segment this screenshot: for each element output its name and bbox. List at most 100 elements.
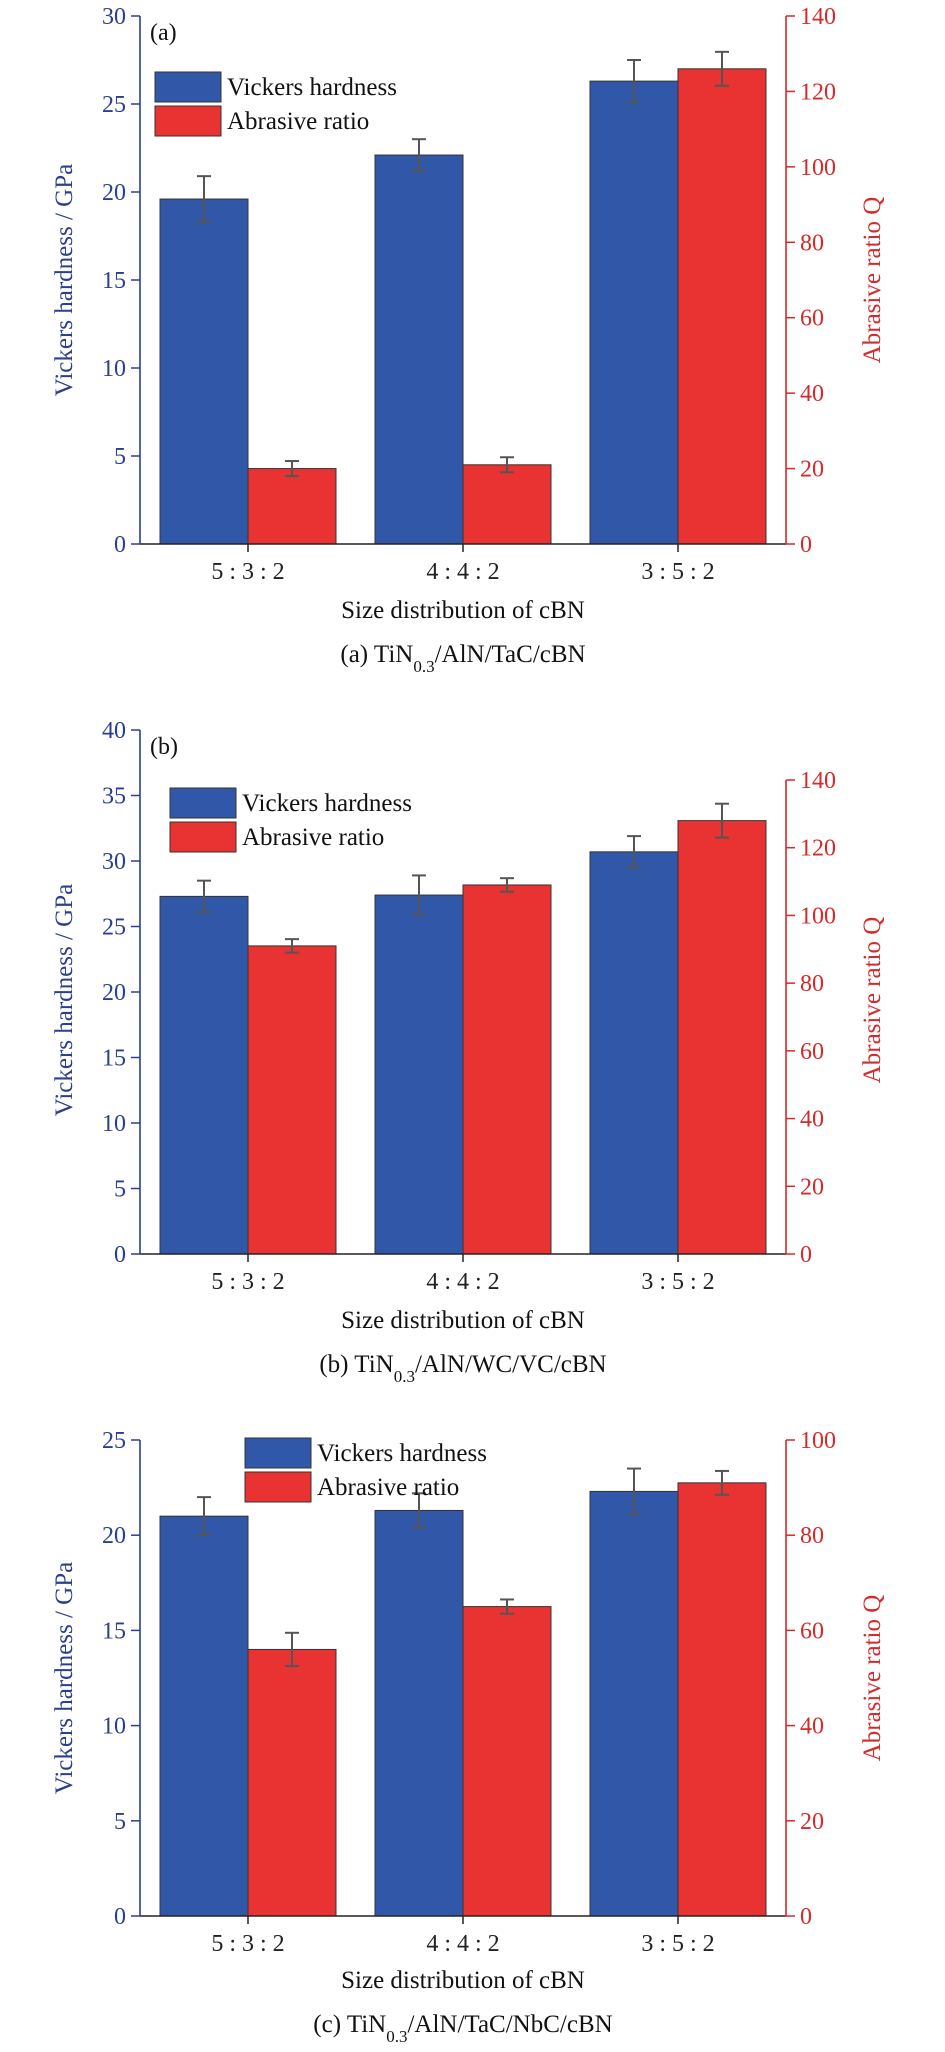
x-tick-label: 5 : 3 : 2 xyxy=(211,559,284,585)
left-tick-label: 20 xyxy=(102,980,126,1006)
abrasive-ratio-bar xyxy=(462,464,552,545)
right-tick-label: 60 xyxy=(800,1618,824,1644)
abrasive-ratio-bar xyxy=(247,1648,337,1917)
right-tick-label: 40 xyxy=(800,1714,824,1740)
left-tick-label: 10 xyxy=(102,1714,126,1740)
right-tick-label: 0 xyxy=(800,1904,812,1930)
chart-b-svg: Vickers hardness / GPa Abrasive ratio Q … xyxy=(51,718,886,1386)
right-tick-label: 140 xyxy=(800,4,836,30)
x-axis-label: Size distribution of cBN xyxy=(341,1967,585,1994)
chart-panel-a: Vickers hardness / GPa Abrasive ratio Q … xyxy=(0,0,945,690)
left-tick-label: 0 xyxy=(114,532,126,558)
left-tick-label: 20 xyxy=(102,180,126,206)
legend-label: Abrasive ratio xyxy=(227,108,369,135)
x-tick-label: 4 : 4 : 2 xyxy=(426,1269,499,1295)
abrasive-ratio-bar xyxy=(247,468,337,545)
left-tick-label: 15 xyxy=(102,1046,126,1072)
legend-swatch-abrasive xyxy=(169,821,237,853)
abrasive-ratio-bar xyxy=(677,68,767,545)
abrasive-ratio-bar xyxy=(247,945,337,1255)
plot-area: 5 : 3 : 2 4 : 4 : 2 3 : 5 : 2 0 5 10 15 20 25 30 3… xyxy=(102,718,836,1295)
left-tick-label: 20 xyxy=(102,1523,126,1549)
hardness-bar xyxy=(589,80,679,545)
left-tick-label: 25 xyxy=(102,915,126,941)
left-tick-label: 30 xyxy=(102,849,126,875)
ylabel-left: Vickers hardness / GPa xyxy=(51,164,78,396)
x-axis-label: Size distribution of cBN xyxy=(341,597,585,624)
abrasive-ratio-bar xyxy=(462,884,552,1255)
abrasive-ratio-bar xyxy=(462,1606,552,1917)
ylabel-right: Abrasive ratio Q xyxy=(859,917,886,1084)
legend-swatch-hardness xyxy=(154,71,222,103)
legend-label: Vickers hardness xyxy=(242,790,412,817)
left-tick-label: 30 xyxy=(102,4,126,30)
legend: Vickers hardness Abrasive ratio xyxy=(154,71,397,137)
ylabel-left: Vickers hardness / GPa xyxy=(51,884,78,1116)
legend-swatch-abrasive xyxy=(154,105,222,137)
right-tick-label: 20 xyxy=(800,1809,824,1835)
legend-label: Vickers hardness xyxy=(227,74,397,101)
left-tick-label: 15 xyxy=(102,1618,126,1644)
panel-label: (a) xyxy=(150,20,177,46)
right-tick-label: 40 xyxy=(800,381,824,407)
hardness-bar xyxy=(374,894,464,1255)
plot-area: 5 : 3 : 2 4 : 4 : 2 3 : 5 : 2 0 5 10 15 20 25 30 0… xyxy=(102,4,836,585)
left-tick-label: 25 xyxy=(102,92,126,118)
right-tick-label: 120 xyxy=(800,836,836,862)
ylabel-left: Vickers hardness / GPa xyxy=(51,1562,78,1794)
right-tick-label: 0 xyxy=(800,532,812,558)
x-tick-label: 3 : 5 : 2 xyxy=(641,1269,714,1295)
chart-a-svg: Vickers hardness / GPa Abrasive ratio Q … xyxy=(51,4,886,676)
hardness-bar xyxy=(159,895,249,1255)
abrasive-ratio-bar xyxy=(677,820,767,1255)
plot-area: 5 : 3 : 2 4 : 4 : 2 3 : 5 : 2 0 5 10 15 20 25 0 20… xyxy=(102,1428,836,1957)
hardness-bar xyxy=(589,851,679,1255)
right-tick-label: 20 xyxy=(800,457,824,483)
x-tick-label: 4 : 4 : 2 xyxy=(426,1931,499,1957)
figure-caption: (b) TiN0.3/AlN/WC/VC/cBN xyxy=(319,1351,606,1386)
ylabel-right: Abrasive ratio Q xyxy=(859,1595,886,1762)
right-tick-label: 120 xyxy=(800,79,836,105)
left-tick-label: 5 xyxy=(114,1177,126,1203)
left-tick-label: 25 xyxy=(102,1428,126,1454)
figure-caption: (a) TiN0.3/AlN/TaC/cBN xyxy=(340,641,585,676)
hardness-bar xyxy=(374,1509,464,1917)
right-tick-label: 40 xyxy=(800,1107,824,1133)
right-tick-label: 100 xyxy=(800,903,836,929)
hardness-bar xyxy=(374,154,464,545)
x-axis-label: Size distribution of cBN xyxy=(341,1307,585,1334)
legend: Vickers hardness Abrasive ratio xyxy=(169,787,412,853)
figure-caption: (c) TiN0.3/AlN/TaC/NbC/cBN xyxy=(313,2011,612,2046)
x-tick-label: 3 : 5 : 2 xyxy=(641,559,714,585)
panel-label: (b) xyxy=(150,734,178,760)
right-tick-label: 60 xyxy=(800,1039,824,1065)
right-tick-label: 0 xyxy=(800,1242,812,1268)
legend-swatch-hardness xyxy=(244,1437,312,1469)
legend: Vickers hardness Abrasive ratio xyxy=(244,1437,487,1503)
left-tick-label: 10 xyxy=(102,356,126,382)
right-tick-label: 80 xyxy=(800,971,824,997)
right-tick-label: 20 xyxy=(800,1174,824,1200)
x-tick-label: 4 : 4 : 2 xyxy=(426,559,499,585)
abrasive-ratio-bar xyxy=(677,1482,767,1917)
x-tick-label: 3 : 5 : 2 xyxy=(641,1931,714,1957)
left-tick-label: 15 xyxy=(102,268,126,294)
legend-label: Abrasive ratio xyxy=(242,824,384,851)
legend-swatch-hardness xyxy=(169,787,237,819)
right-tick-label: 100 xyxy=(800,1428,836,1454)
right-tick-label: 80 xyxy=(800,230,824,256)
hardness-bar xyxy=(159,198,249,545)
legend-swatch-abrasive xyxy=(244,1471,312,1503)
left-tick-label: 0 xyxy=(114,1904,126,1930)
right-tick-label: 60 xyxy=(800,306,824,332)
chart-panel-c: Vickers hardness / GPa Abrasive ratio Q … xyxy=(0,1412,945,2052)
x-tick-label: 5 : 3 : 2 xyxy=(211,1269,284,1295)
left-tick-label: 10 xyxy=(102,1111,126,1137)
legend-label: Abrasive ratio xyxy=(317,1474,459,1501)
x-tick-label: 5 : 3 : 2 xyxy=(211,1931,284,1957)
hardness-bar xyxy=(159,1515,249,1917)
right-tick-label: 80 xyxy=(800,1523,824,1549)
chart-panel-b: Vickers hardness / GPa Abrasive ratio Q … xyxy=(0,710,945,1390)
left-tick-label: 0 xyxy=(114,1242,126,1268)
ylabel-right: Abrasive ratio Q xyxy=(859,197,886,364)
